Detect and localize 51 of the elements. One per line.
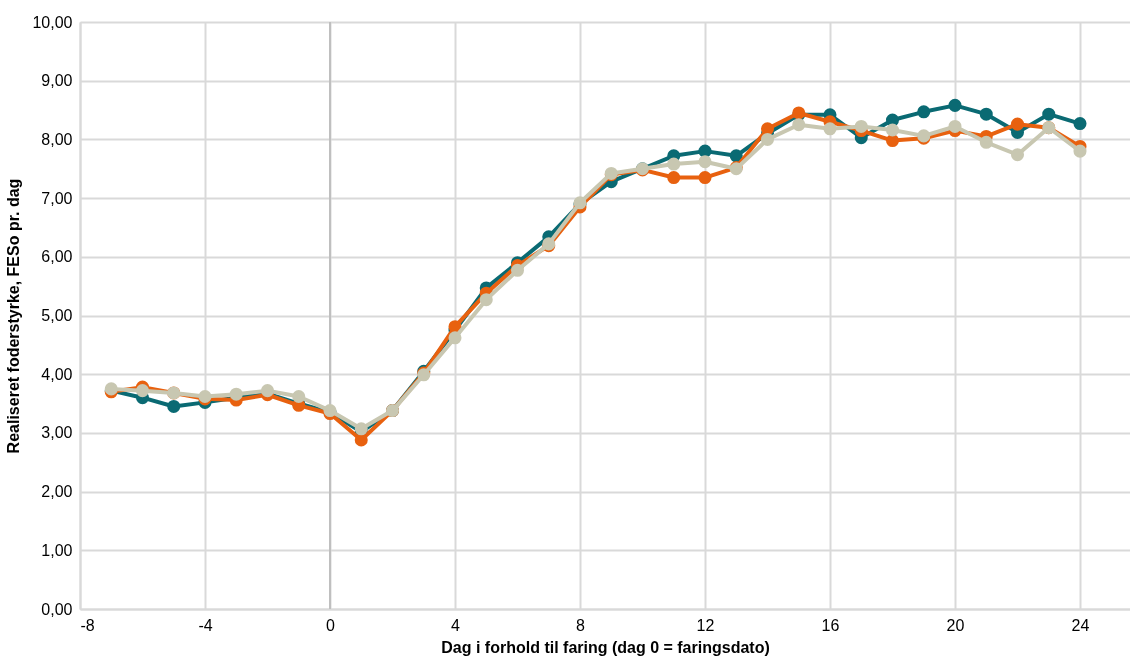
y-tick-label: 2,00: [41, 483, 73, 501]
point: [510, 263, 525, 277]
point: [885, 134, 900, 148]
x-axis-title: Dag i forhold til faring (dag 0 = faringsdato): [441, 638, 770, 656]
point: [698, 171, 712, 185]
point: [885, 123, 900, 137]
point: [292, 390, 306, 404]
point: [698, 155, 712, 169]
point: [760, 132, 775, 146]
y-tick-label: 8,00: [41, 130, 73, 148]
x-tick-label: 0: [326, 616, 336, 634]
y-tick-label: 4,00: [41, 365, 73, 383]
point: [167, 399, 181, 413]
x-tick-label: 24: [1071, 616, 1090, 634]
x-tick-label: -8: [80, 616, 95, 634]
point: [1073, 144, 1087, 158]
point: [729, 149, 743, 163]
point: [667, 157, 681, 171]
x-tick-label: -4: [198, 616, 213, 634]
point: [135, 384, 150, 398]
y-tick-label: 5,00: [41, 307, 73, 324]
x-tick-label: 16: [821, 616, 840, 634]
y-tick-label: 7,00: [41, 189, 73, 207]
y-tick-label: 10,00: [32, 13, 73, 31]
y-tick-label: 0,00: [41, 600, 73, 618]
point: [792, 118, 806, 132]
y-axis-title: Realiseret foderstyrke, FESo pr. dag: [5, 178, 23, 454]
point: [667, 171, 681, 185]
y-tick-label: 6,00: [41, 248, 73, 266]
x-tick-label: 4: [451, 616, 461, 634]
point: [1073, 117, 1087, 131]
point: [448, 331, 462, 345]
point: [229, 387, 243, 401]
y-tick-label: 9,00: [41, 72, 73, 90]
point: [1010, 148, 1025, 162]
point: [1010, 117, 1025, 131]
point: [354, 433, 368, 447]
point: [479, 293, 493, 307]
point: [979, 107, 993, 121]
y-tick-label: 3,00: [41, 424, 73, 442]
x-tick-label: 8: [576, 616, 586, 634]
point: [917, 105, 931, 119]
x-tick-label: 20: [946, 616, 965, 634]
point: [948, 119, 962, 133]
point: [823, 122, 837, 136]
point: [854, 119, 868, 133]
point: [948, 98, 962, 112]
y-tick-label: 1,00: [41, 541, 73, 559]
point: [1042, 107, 1056, 121]
x-tick-label: 12: [696, 616, 715, 634]
point: [979, 135, 993, 149]
